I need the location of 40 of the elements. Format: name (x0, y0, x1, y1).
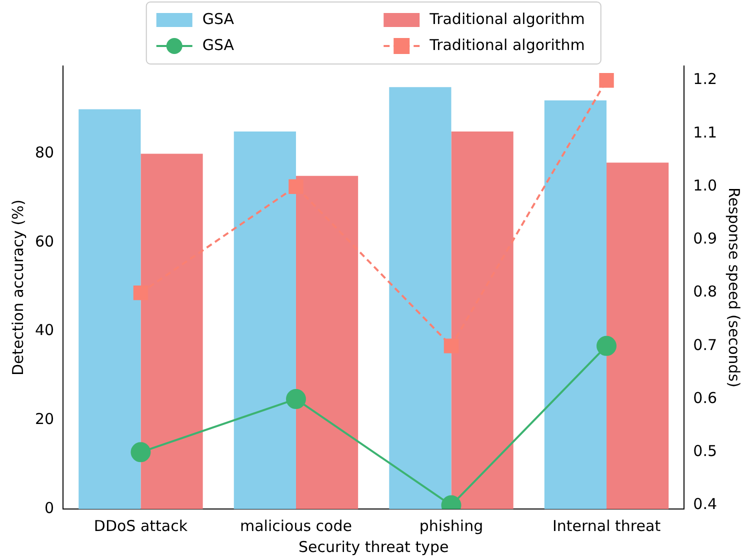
point (130, 442, 151, 462)
y2-tick-label: 0.5 (693, 442, 718, 460)
point (599, 72, 614, 88)
y2-tick-label: 1.0 (693, 176, 718, 194)
bar (389, 87, 452, 509)
bar (140, 154, 203, 509)
x-tick-label: Internal threat (552, 516, 661, 535)
bar (78, 109, 141, 509)
bar (234, 132, 296, 509)
y2-tick-label: 0.4 (693, 495, 718, 514)
y2-tick-label: 0.8 (693, 282, 718, 301)
y-tick-label: 80 (34, 144, 54, 162)
x-tick-label: DDoS attack (94, 516, 188, 535)
point (288, 179, 304, 194)
point (133, 285, 148, 300)
bar (296, 176, 358, 509)
y-tick-label: 0 (44, 498, 54, 517)
point (286, 389, 306, 410)
y2-tick-label: 0.7 (693, 336, 718, 354)
y2-axis-title: Response speed (seconds) (725, 188, 744, 388)
y-tick-label: 60 (34, 232, 54, 250)
point (596, 336, 617, 356)
y-axis-title: Detection accuracy (%) (8, 199, 27, 376)
bar (451, 132, 514, 509)
y2-tick-label: 1.2 (693, 70, 718, 88)
y2-tick-label: 0.6 (693, 388, 718, 407)
legend-label: Traditional algorithm (428, 36, 585, 54)
x-axis-title: Security threat type (298, 538, 449, 556)
legend-label: GSA (202, 10, 235, 28)
y2-tick-label: 1.1 (693, 123, 718, 142)
bar (544, 100, 607, 509)
legend-label: GSA (202, 36, 235, 54)
bar (606, 162, 669, 509)
y-tick-label: 20 (34, 410, 54, 428)
y2-tick-label: 0.9 (693, 230, 718, 248)
x-tick-label: phishing (419, 516, 484, 535)
point (444, 338, 459, 354)
legend-label: Traditional algorithm (428, 10, 585, 28)
x-tick-label: malicious code (240, 516, 352, 535)
y-tick-label: 40 (34, 321, 54, 340)
